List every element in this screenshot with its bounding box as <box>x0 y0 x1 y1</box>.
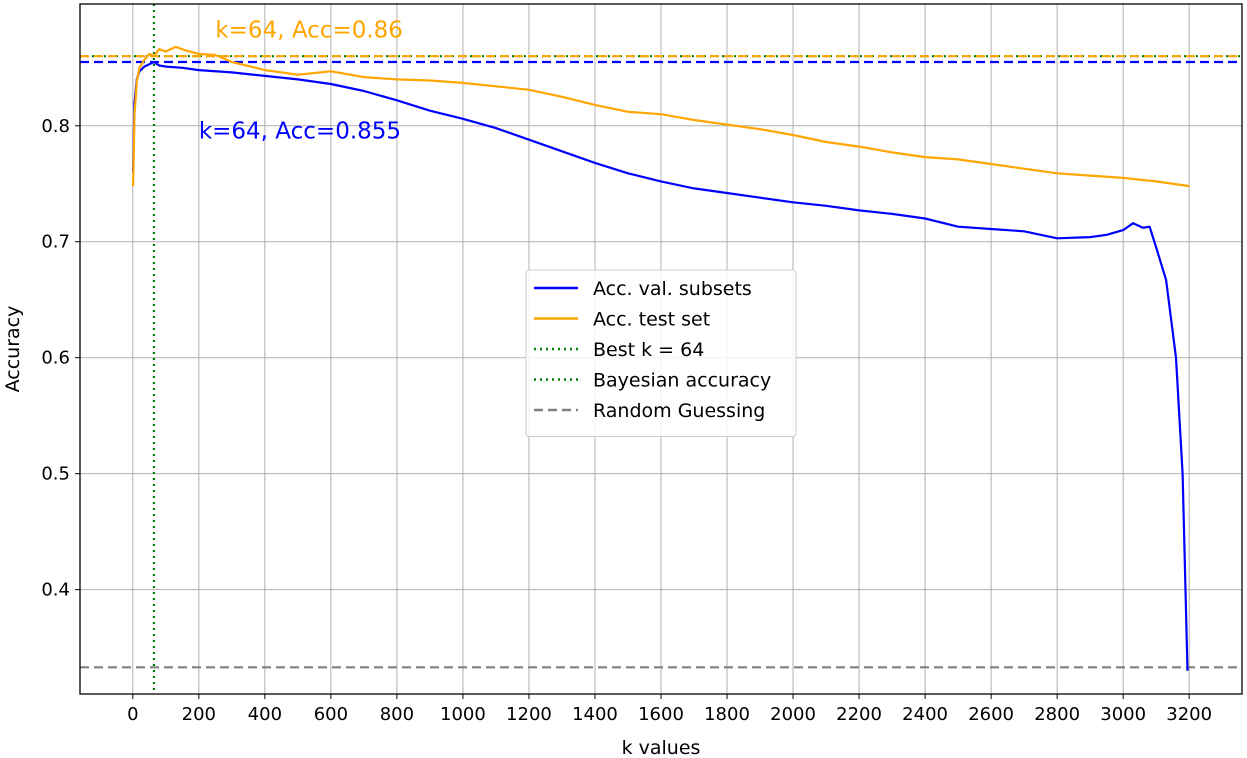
legend-entry-label: Random Guessing <box>593 400 765 422</box>
y-axis-label: Accuracy <box>2 306 24 393</box>
x-tick-label: 2400 <box>902 704 948 725</box>
plot-frame <box>79 3 1243 695</box>
x-tick-label: 3200 <box>1166 704 1212 725</box>
x-tick-label: 1600 <box>638 704 684 725</box>
x-tick-label: 3000 <box>1100 704 1146 725</box>
x-tick-label: 400 <box>248 704 282 725</box>
annotations: k=64, Acc=0.86 k=64, Acc=0.855 <box>199 18 403 145</box>
legend-entry-label: Best k = 64 <box>593 339 704 361</box>
reference-lines <box>80 4 1242 694</box>
series-lines <box>132 45 1190 671</box>
legend-entry-label: Acc. val. subsets <box>593 278 752 300</box>
x-tick-label: 800 <box>380 704 414 725</box>
x-tick-label: 200 <box>182 704 216 725</box>
x-tick-label: 2000 <box>770 704 816 725</box>
x-tick-label: 1000 <box>440 704 486 725</box>
series-line-0 <box>132 60 1189 671</box>
annotation-text: k=64, Acc=0.86 <box>215 18 403 44</box>
x-tick-label: 0 <box>127 704 138 725</box>
axis-ticks: 0 200 400 600 800 1000 1200 1400 1600 1800 2000 220… <box>41 116 1212 725</box>
x-tick-label: 2600 <box>968 704 1014 725</box>
y-tick-label: 0.8 <box>41 116 70 137</box>
y-tick-label: 0.4 <box>41 580 70 601</box>
x-tick-label: 2200 <box>836 704 882 725</box>
x-tick-label: 1400 <box>572 704 618 725</box>
x-tick-label: 2800 <box>1034 704 1080 725</box>
y-tick-label: 0.5 <box>41 464 70 485</box>
x-tick-label: 1800 <box>704 704 750 725</box>
x-axis-label: k values <box>622 737 701 758</box>
x-tick-label: 600 <box>314 704 348 725</box>
y-tick-label: 0.6 <box>41 348 70 369</box>
x-tick-label: 1200 <box>506 704 552 725</box>
series-line-1 <box>132 45 1190 188</box>
annotation-text: k=64, Acc=0.855 <box>199 119 401 145</box>
y-tick-label: 0.7 <box>41 232 70 253</box>
legend: Acc. val. subsets Acc. test set Best k = 6… <box>525 269 797 437</box>
legend-entry-label: Bayesian accuracy <box>593 370 771 392</box>
legend-entry-label: Acc. test set <box>593 309 710 331</box>
legend-box <box>525 269 797 437</box>
